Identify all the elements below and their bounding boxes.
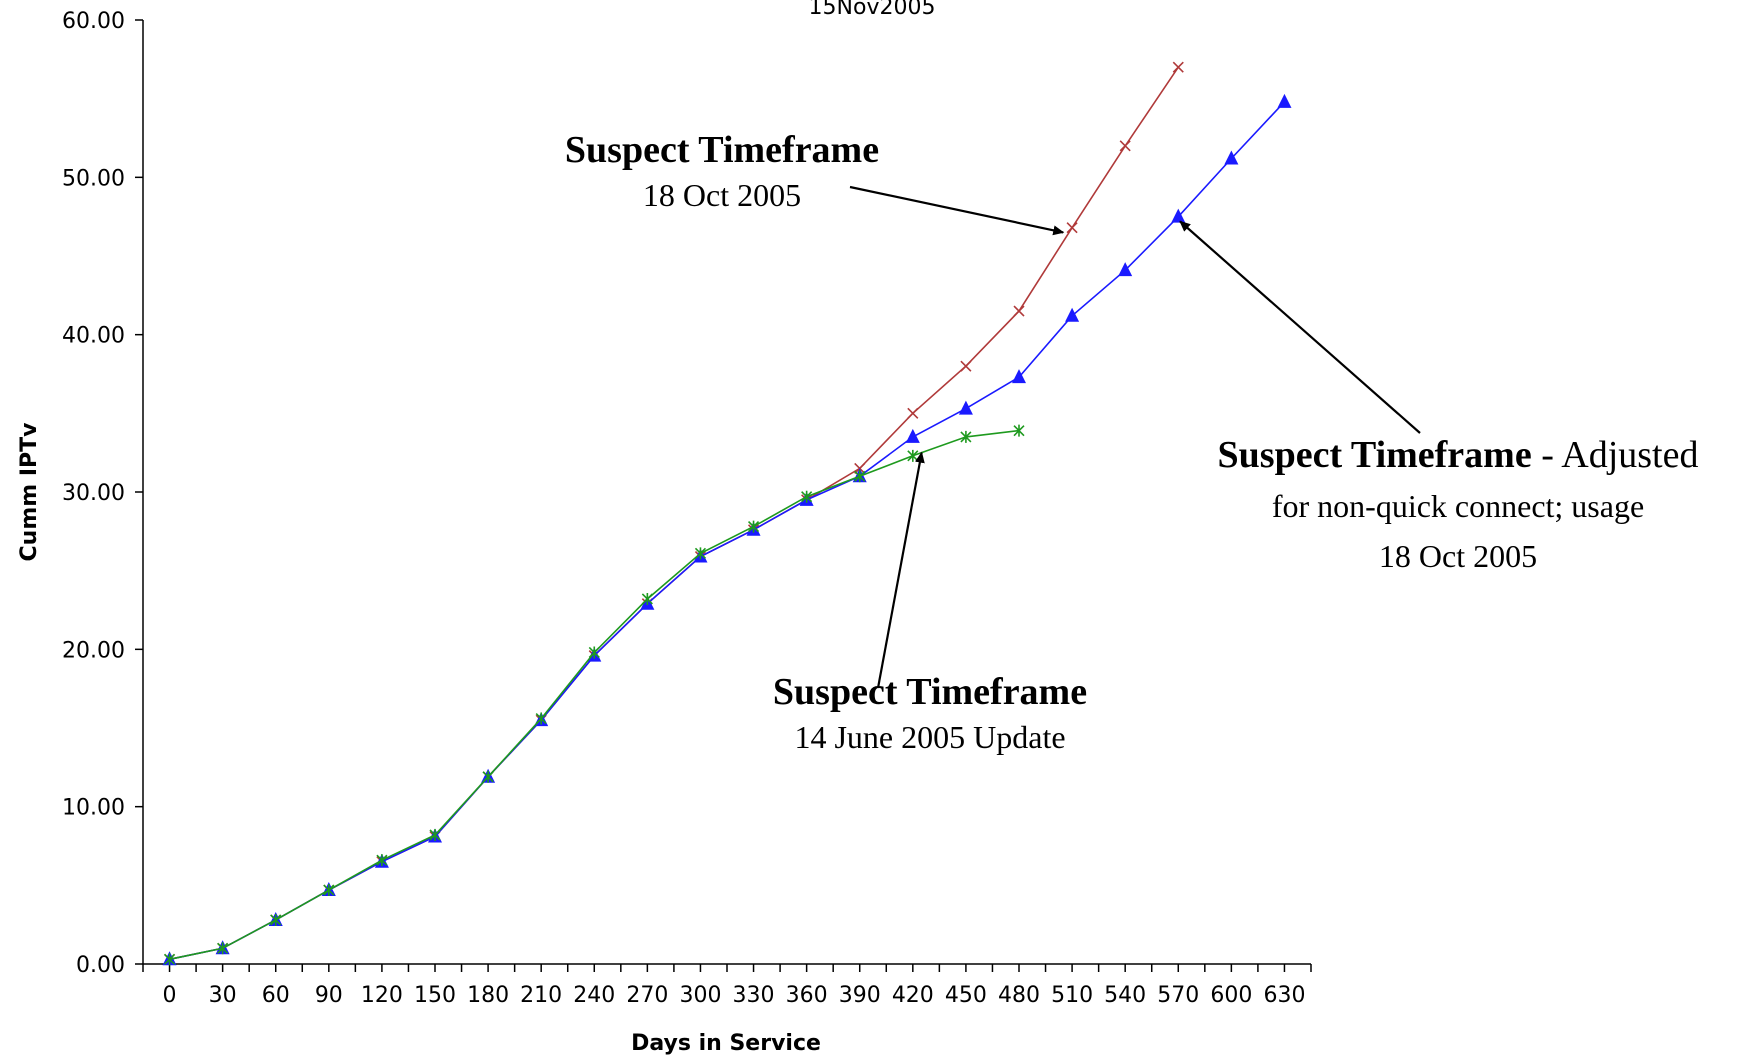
x-axis-ticks: 0 30 60 90 120 150 180 210 240 270 300 330 360 390 420…	[142, 964, 1312, 1008]
x-tick-label: 90	[315, 983, 343, 1008]
y-tick-label: 20.00	[62, 638, 125, 663]
data-point	[960, 430, 972, 443]
x-tick-label: 120	[361, 983, 403, 1008]
x-axis-title: Days in Service	[631, 1031, 821, 1056]
data-point	[1013, 305, 1025, 317]
series-layer	[162, 61, 1292, 966]
x-tick-label: 450	[945, 983, 987, 1008]
x-tick-label: 480	[998, 983, 1040, 1008]
x-tick-label: 60	[262, 983, 290, 1008]
x-tick-label: 420	[892, 983, 934, 1008]
annotation-arrow	[849, 185, 1065, 236]
data-point	[960, 360, 972, 372]
x-tick-label: 30	[209, 983, 237, 1008]
data-point	[163, 953, 176, 966]
annotation-suspect-timeframe-red: Suspect Timeframe 18 Oct 2005	[565, 129, 1065, 236]
data-point	[270, 913, 282, 926]
data-point	[854, 470, 866, 483]
data-point	[1277, 93, 1292, 108]
y-axis-ticks: 0.00 10.00 20.00 30.00 40.00 50.00 60.00	[62, 9, 143, 978]
x-tick-label: 0	[163, 983, 177, 1008]
annotation-arrow	[876, 451, 925, 689]
data-point	[1224, 150, 1239, 165]
x-tick-label: 540	[1104, 983, 1146, 1008]
data-point	[801, 490, 813, 503]
chart-title: 15Nov2005	[809, 0, 936, 20]
x-tick-label: 240	[573, 983, 615, 1008]
data-point	[1118, 262, 1133, 277]
data-point	[1013, 424, 1025, 437]
x-tick-label: 210	[520, 983, 562, 1008]
x-tick-label: 330	[733, 983, 775, 1008]
series-line	[169, 101, 1286, 961]
series-2	[163, 424, 1025, 966]
y-tick-label: 30.00	[62, 481, 125, 506]
annotation-suspect-timeframe-green: Suspect Timeframe 14 June 2005 Update	[773, 451, 1087, 755]
data-point	[1065, 307, 1080, 322]
x-tick-label: 300	[679, 983, 721, 1008]
data-point	[694, 547, 707, 560]
x-tick-label: 360	[786, 983, 828, 1008]
data-point	[1119, 140, 1131, 152]
y-tick-label: 0.00	[76, 953, 125, 978]
data-point	[907, 449, 919, 462]
x-tick-label: 270	[626, 983, 668, 1008]
annotation-title: Suspect Timeframe - Adjusted	[1218, 434, 1699, 476]
y-tick-label: 40.00	[62, 324, 125, 349]
annotation-line: for non-quick connect; usage	[1272, 488, 1644, 524]
series-1	[162, 93, 1292, 966]
x-tick-label: 150	[414, 983, 456, 1008]
data-point	[323, 884, 335, 897]
data-point	[217, 942, 229, 955]
y-tick-label: 60.00	[62, 9, 125, 34]
x-tick-label: 180	[467, 983, 509, 1008]
annotation-line: 14 June 2005 Update	[794, 719, 1065, 755]
annotation-arrow	[1179, 220, 1421, 434]
annotation-title: Suspect Timeframe	[565, 129, 879, 171]
annotation-title: Suspect Timeframe	[773, 671, 1087, 713]
x-tick-label: 390	[839, 983, 881, 1008]
y-tick-label: 10.00	[62, 796, 125, 821]
annotation-line: 18 Oct 2005	[1379, 538, 1537, 574]
data-point	[535, 712, 547, 725]
y-tick-label: 50.00	[62, 166, 125, 191]
x-tick-label: 510	[1051, 983, 1093, 1008]
data-point	[747, 520, 760, 533]
data-point	[429, 828, 441, 841]
data-point	[482, 770, 494, 783]
data-point	[1066, 222, 1078, 234]
annotation-line: 18 Oct 2005	[643, 177, 801, 213]
data-point	[1172, 61, 1184, 73]
data-point	[1012, 369, 1026, 384]
data-point	[907, 407, 919, 419]
data-point	[641, 592, 653, 605]
y-axis-title: Cumm IPTv	[17, 422, 42, 562]
data-point	[905, 428, 920, 443]
data-point	[1171, 208, 1186, 223]
data-point	[376, 854, 388, 867]
x-tick-label: 570	[1157, 983, 1199, 1008]
data-point	[958, 400, 973, 415]
annotation-suspect-timeframe-blue: Suspect Timeframe - Adjusted for non-quic…	[1179, 220, 1699, 574]
x-tick-label: 600	[1210, 983, 1252, 1008]
x-tick-label: 630	[1263, 983, 1305, 1008]
data-point	[588, 646, 600, 659]
